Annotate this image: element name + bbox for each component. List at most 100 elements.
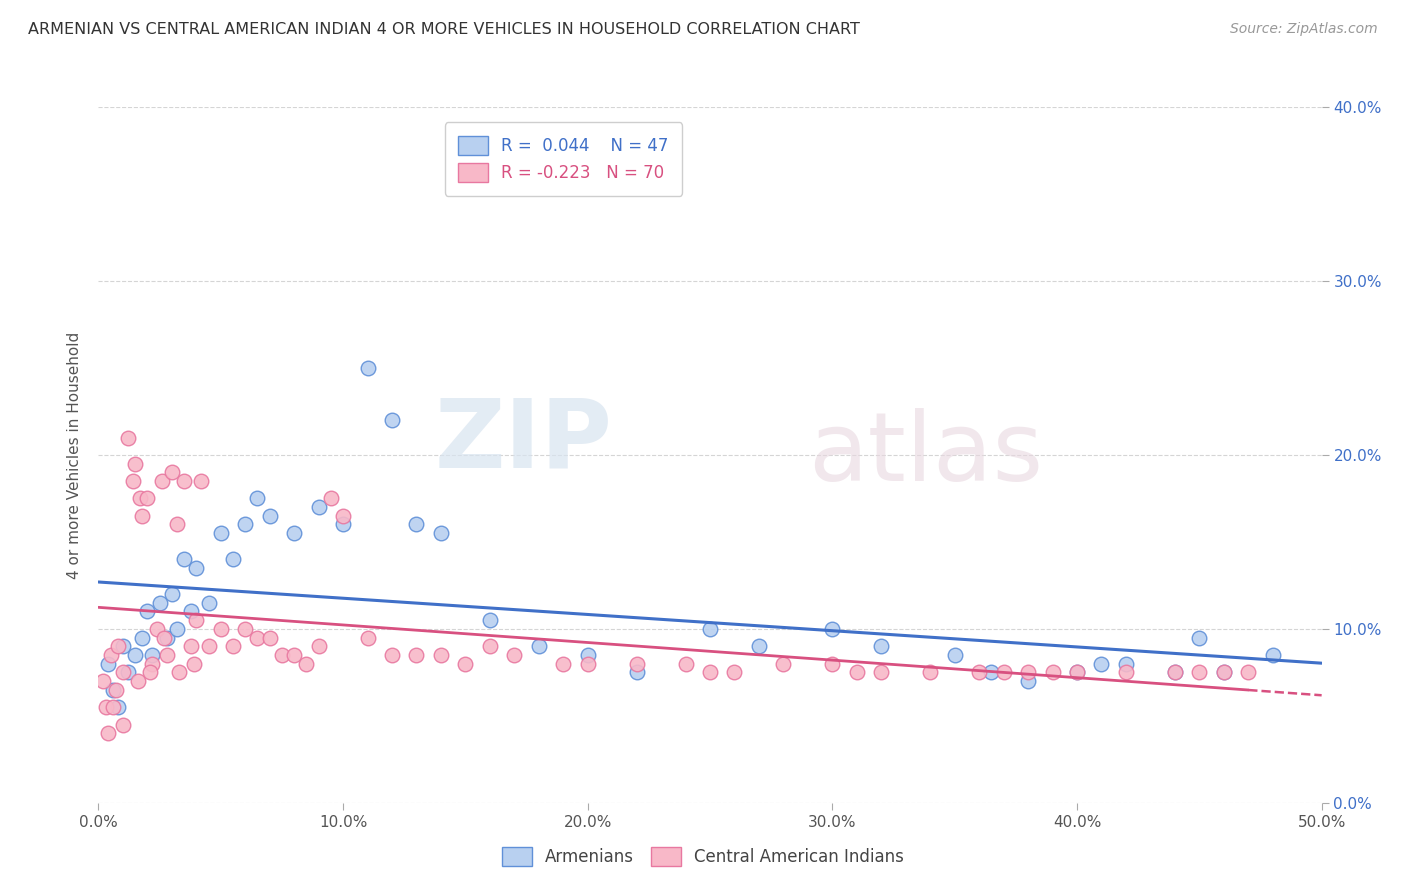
- Point: [283, 526, 305, 541]
- Point: [1115, 665, 1137, 680]
- Point: [97, 657, 120, 671]
- Point: [1017, 665, 1039, 680]
- Point: [332, 517, 354, 532]
- Point: [748, 639, 770, 653]
- Legend: R =  0.044    N = 47, R = -0.223   N = 70: R = 0.044 N = 47, R = -0.223 N = 70: [444, 122, 682, 196]
- Point: [129, 491, 152, 506]
- Point: [356, 631, 378, 645]
- Point: [166, 517, 188, 532]
- Point: [104, 682, 127, 697]
- Point: [101, 682, 124, 697]
- Point: [111, 665, 134, 680]
- Point: [821, 657, 844, 671]
- Point: [97, 726, 120, 740]
- Legend: Armenians, Central American Indians: Armenians, Central American Indians: [494, 838, 912, 875]
- Y-axis label: 4 or more Vehicles in Household: 4 or more Vehicles in Household: [67, 331, 83, 579]
- Point: [870, 639, 893, 653]
- Point: [141, 648, 163, 662]
- Point: [150, 474, 173, 488]
- Point: [233, 622, 256, 636]
- Point: [967, 665, 990, 680]
- Point: [233, 517, 256, 532]
- Point: [870, 665, 893, 680]
- Point: [156, 648, 179, 662]
- Point: [153, 631, 176, 645]
- Point: [1090, 657, 1112, 671]
- Point: [131, 508, 153, 523]
- Point: [1017, 674, 1039, 689]
- Point: [920, 665, 942, 680]
- Point: [699, 622, 721, 636]
- Point: [626, 665, 648, 680]
- Point: [91, 674, 114, 689]
- Point: [675, 657, 697, 671]
- Point: [381, 413, 404, 427]
- Point: [1212, 665, 1234, 680]
- Point: [124, 648, 146, 662]
- Point: [356, 360, 378, 375]
- Point: [405, 517, 427, 532]
- Point: [156, 631, 179, 645]
- Point: [141, 657, 163, 671]
- Point: [319, 491, 342, 506]
- Text: ZIP: ZIP: [434, 394, 612, 488]
- Point: [1066, 665, 1088, 680]
- Point: [222, 552, 245, 566]
- Point: [576, 648, 599, 662]
- Point: [1188, 631, 1211, 645]
- Point: [131, 631, 153, 645]
- Point: [186, 561, 208, 575]
- Point: [121, 474, 143, 488]
- Point: [308, 639, 330, 653]
- Point: [478, 613, 501, 627]
- Point: [1164, 665, 1187, 680]
- Point: [259, 631, 281, 645]
- Text: ARMENIAN VS CENTRAL AMERICAN INDIAN 4 OR MORE VEHICLES IN HOUSEHOLD CORRELATION : ARMENIAN VS CENTRAL AMERICAN INDIAN 4 OR…: [28, 22, 860, 37]
- Point: [943, 648, 966, 662]
- Point: [180, 639, 202, 653]
- Point: [527, 639, 550, 653]
- Point: [186, 613, 208, 627]
- Point: [478, 639, 501, 653]
- Point: [1115, 657, 1137, 671]
- Point: [127, 674, 149, 689]
- Point: [1066, 665, 1088, 680]
- Point: [246, 491, 269, 506]
- Point: [100, 648, 122, 662]
- Point: [283, 648, 305, 662]
- Point: [270, 648, 294, 662]
- Point: [553, 657, 575, 671]
- Point: [980, 665, 1002, 680]
- Point: [101, 700, 124, 714]
- Point: [183, 657, 205, 671]
- Point: [107, 639, 129, 653]
- Point: [308, 500, 330, 514]
- Point: [139, 665, 162, 680]
- Point: [1042, 665, 1064, 680]
- Point: [723, 665, 745, 680]
- Point: [94, 700, 117, 714]
- Point: [136, 605, 159, 619]
- Point: [167, 665, 190, 680]
- Point: [503, 648, 526, 662]
- Point: [209, 526, 232, 541]
- Point: [576, 657, 599, 671]
- Point: [136, 491, 159, 506]
- Point: [259, 508, 281, 523]
- Text: Source: ZipAtlas.com: Source: ZipAtlas.com: [1230, 22, 1378, 37]
- Point: [332, 508, 354, 523]
- Point: [209, 622, 232, 636]
- Point: [149, 596, 172, 610]
- Point: [166, 622, 188, 636]
- Point: [430, 648, 453, 662]
- Point: [295, 657, 318, 671]
- Point: [845, 665, 868, 680]
- Point: [1164, 665, 1187, 680]
- Point: [1237, 665, 1260, 680]
- Point: [405, 648, 427, 662]
- Point: [1212, 665, 1234, 680]
- Point: [1261, 648, 1284, 662]
- Point: [124, 457, 146, 471]
- Point: [111, 639, 134, 653]
- Point: [180, 605, 202, 619]
